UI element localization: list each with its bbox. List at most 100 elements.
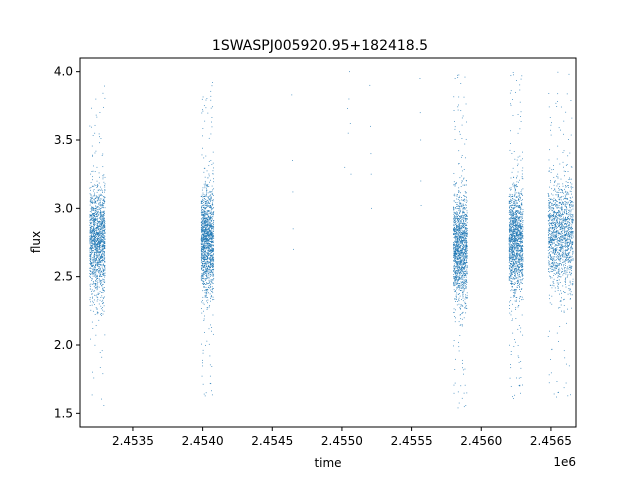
data-point (459, 252, 461, 254)
data-point (96, 218, 97, 220)
data-point (210, 198, 212, 200)
data-point (519, 385, 521, 387)
data-point (204, 243, 206, 245)
data-point (101, 239, 103, 240)
data-point (207, 256, 208, 258)
data-point (512, 235, 514, 237)
data-point (520, 245, 522, 247)
data-point (207, 213, 209, 214)
chart-title: 1SWASPJ005920.95+182418.5 (212, 38, 428, 54)
data-point (456, 267, 458, 269)
data-point (204, 219, 206, 221)
data-point (104, 242, 105, 244)
data-point (455, 220, 457, 222)
data-point (458, 247, 460, 249)
data-point (102, 234, 103, 236)
data-point (510, 296, 512, 298)
data-point (102, 274, 103, 276)
data-point (458, 239, 460, 241)
data-point (90, 254, 92, 256)
data-point (464, 249, 466, 250)
data-point (460, 248, 462, 250)
data-point (206, 199, 208, 201)
data-point (93, 230, 95, 232)
data-point (100, 201, 101, 203)
data-point (209, 276, 211, 278)
data-point (203, 236, 205, 237)
data-point (466, 235, 468, 237)
data-point (203, 393, 205, 395)
data-point (462, 263, 464, 264)
data-point (460, 257, 462, 259)
data-point (203, 221, 205, 222)
data-point (103, 247, 105, 249)
data-point (204, 216, 206, 218)
data-point (205, 107, 207, 109)
data-point (208, 279, 210, 281)
data-point (96, 247, 98, 249)
data-point (103, 264, 105, 266)
data-point (521, 314, 523, 316)
data-point (462, 231, 464, 233)
data-point (459, 202, 461, 204)
data-point (204, 271, 206, 272)
data-point (456, 264, 458, 266)
data-point (517, 245, 518, 247)
data-point (90, 197, 91, 199)
data-point (207, 299, 209, 301)
data-point (203, 243, 205, 245)
data-point (96, 250, 98, 252)
data-point (210, 244, 212, 246)
data-point (454, 245, 456, 247)
data-point (96, 233, 97, 235)
data-point (213, 226, 215, 228)
data-point (509, 254, 510, 256)
data-point (89, 273, 91, 274)
data-point (210, 224, 212, 226)
data-point (97, 209, 99, 210)
data-point (464, 231, 465, 233)
data-point (511, 202, 513, 203)
data-point (92, 207, 94, 208)
data-point (209, 269, 211, 271)
data-point (454, 195, 456, 197)
data-point (466, 273, 468, 275)
data-point (211, 223, 213, 225)
data-point (102, 248, 104, 250)
data-point (462, 208, 464, 210)
data-point (206, 184, 208, 186)
data-point (515, 204, 517, 206)
data-point (458, 208, 460, 210)
data-point (206, 340, 208, 342)
data-point (208, 232, 210, 233)
data-point (101, 285, 102, 286)
data-point (517, 237, 519, 239)
data-point (97, 312, 99, 313)
data-point (457, 280, 458, 282)
data-point (520, 116, 522, 117)
data-point (453, 215, 455, 217)
data-point (457, 272, 458, 274)
data-point (202, 248, 204, 250)
data-point (210, 224, 212, 226)
data-point (212, 193, 214, 195)
data-point (463, 222, 465, 224)
data-point (459, 205, 461, 207)
data-point (517, 279, 519, 281)
data-point (511, 218, 513, 219)
data-point (90, 223, 92, 225)
data-point (203, 234, 204, 236)
data-point (95, 242, 96, 243)
data-point (211, 281, 213, 283)
data-point (205, 207, 207, 209)
data-point (464, 184, 465, 186)
data-point (207, 202, 209, 204)
data-point (94, 238, 96, 240)
data-point (204, 224, 206, 226)
data-point (461, 117, 463, 119)
data-point (212, 162, 214, 164)
data-point (103, 214, 105, 216)
data-point (455, 229, 457, 230)
data-point (89, 267, 91, 269)
data-point (101, 313, 103, 314)
